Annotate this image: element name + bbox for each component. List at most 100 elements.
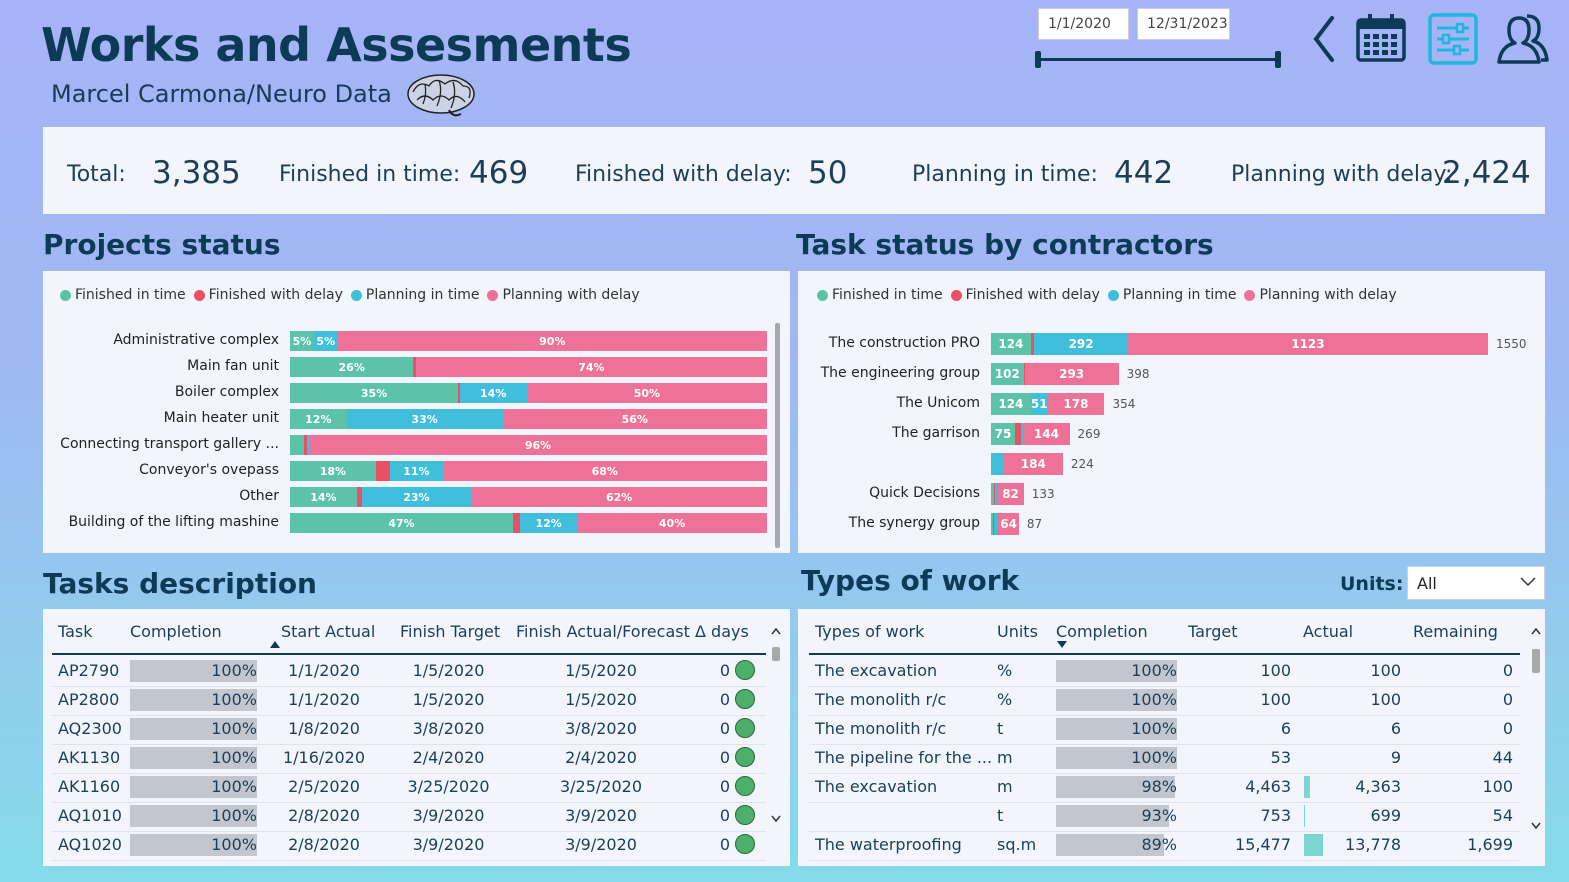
legend-finished-with-delay[interactable]: Finished with delay (951, 287, 1100, 303)
bar-segment-finished-in-time[interactable]: 18% (290, 461, 376, 481)
legend-planning-with-delay[interactable]: Planning with delay (1244, 287, 1396, 303)
date-start-input[interactable]: 1/1/2020 (1038, 8, 1129, 40)
scroll-up-icon[interactable] (771, 627, 781, 635)
bar-segment-finished-with-delay[interactable] (376, 461, 390, 481)
bar-segment-finished-in-time[interactable] (290, 435, 304, 455)
filter-settings-icon[interactable] (1427, 12, 1479, 66)
bar-segment-planning-with-delay[interactable]: 1123 (1128, 333, 1488, 355)
back-icon[interactable] (1310, 14, 1336, 64)
tasks-scrollbar[interactable] (772, 647, 780, 661)
actual-value: 6 (1303, 719, 1401, 738)
delta-days: 0 (693, 806, 730, 825)
bar-segment-planning-in-time[interactable]: 5% (314, 331, 338, 351)
legend-finished-in-time[interactable]: Finished in time (60, 287, 186, 303)
legend-planning-with-delay[interactable]: Planning with delay (487, 287, 639, 303)
bar-segment-finished-in-time[interactable]: 12% (290, 409, 347, 429)
col-units[interactable]: Units (997, 622, 1038, 641)
legend-finished-with-delay[interactable]: Finished with delay (194, 287, 343, 303)
bar-segment-finished-in-time[interactable]: 26% (290, 357, 413, 377)
legend-planning-in-time[interactable]: Planning in time (351, 287, 480, 303)
bar-segment-planning-with-delay[interactable]: 90% (338, 331, 767, 351)
legend-planning-in-time[interactable]: Planning in time (1108, 287, 1237, 303)
work-type: The monolith r/c (815, 690, 946, 709)
bar-category-label: Main heater unit (164, 410, 279, 426)
task-id: AK1130 (58, 748, 120, 767)
bar-segment-planning-with-delay[interactable]: 62% (471, 487, 767, 507)
work-scrollbar[interactable] (1532, 649, 1540, 673)
kpi-finished-with-delay-value: 50 (808, 155, 847, 191)
bar-segment-planning-with-delay[interactable]: 82 (997, 483, 1023, 505)
bar-segment-planning-in-time[interactable]: 12% (520, 513, 577, 533)
bar-segment-planning-in-time[interactable]: 292 (1034, 333, 1128, 355)
col-completion[interactable]: Completion (130, 622, 222, 641)
completion-value: 100% (1056, 661, 1177, 680)
remaining-value: 100 (1413, 777, 1513, 796)
bar-segment-planning-in-time[interactable]: 23% (362, 487, 472, 507)
bar-segment-finished-in-time[interactable]: 47% (290, 513, 513, 533)
target-value: 53 (1188, 748, 1291, 767)
legend-finished-in-time[interactable]: Finished in time (817, 287, 943, 303)
col-work-completion[interactable]: Completion (1056, 622, 1148, 641)
bar-segment-finished-in-time[interactable]: 5% (290, 331, 314, 351)
units-dropdown[interactable]: All (1407, 566, 1545, 600)
projects-scrollbar[interactable] (775, 323, 780, 548)
col-finish-target[interactable]: Finish Target (400, 622, 500, 641)
bar-segment-planning-with-delay[interactable]: 64 (998, 513, 1019, 535)
col-remaining[interactable]: Remaining (1413, 622, 1498, 641)
bar-total-label: 398 (1127, 367, 1150, 381)
status-indicator (735, 776, 755, 796)
remaining-value: 0 (1413, 661, 1513, 680)
calendar-icon[interactable] (1355, 12, 1407, 64)
col-types-of-work[interactable]: Types of work (815, 622, 924, 641)
bar-segment-finished-in-time[interactable]: 14% (290, 487, 357, 507)
bar-segment-planning-with-delay[interactable]: 50% (527, 383, 767, 403)
bar-segment-planning-in-time[interactable]: 11% (390, 461, 442, 481)
date-slider-start-handle[interactable] (1035, 51, 1041, 68)
bar-segment-planning-with-delay[interactable]: 68% (443, 461, 767, 481)
bar-segment-planning-with-delay[interactable]: 184 (1004, 453, 1063, 475)
bar-segment-finished-in-time[interactable]: 102 (991, 363, 1024, 385)
bar-segment-planning-in-time[interactable] (991, 453, 1004, 475)
status-indicator (735, 718, 755, 738)
col-task[interactable]: Task (58, 622, 93, 641)
finish-actual: 1/5/2020 (521, 690, 681, 709)
bar-segment-planning-in-time[interactable]: 33% (347, 409, 503, 429)
bar-segment-planning-with-delay[interactable]: 96% (309, 435, 767, 455)
bar-segment-planning-in-time[interactable]: 14% (460, 383, 527, 403)
date-slider-end-handle[interactable] (1275, 51, 1281, 68)
completion-value: 100% (130, 690, 257, 709)
scroll-down-icon[interactable] (771, 815, 781, 823)
contractors-title: Task status by contractors (796, 228, 1214, 261)
bar-segment-finished-with-delay[interactable] (513, 513, 520, 533)
bar-segment-finished-in-time[interactable]: 75 (991, 423, 1015, 445)
bar-segment-finished-in-time[interactable]: 35% (290, 383, 458, 403)
col-finish-actual[interactable]: Finish Actual/Forecast (516, 622, 690, 641)
actual-value: 699 (1303, 806, 1401, 825)
bar-segment-planning-with-delay[interactable]: 293 (1025, 363, 1119, 385)
finish-target: 3/8/2020 (386, 719, 511, 738)
target-value: 15,477 (1188, 835, 1291, 854)
bar-segment-planning-with-delay[interactable]: 74% (416, 357, 767, 377)
bar-segment-planning-with-delay[interactable]: 178 (1047, 393, 1104, 415)
scroll-down-icon[interactable] (1531, 822, 1541, 830)
date-slider-track[interactable] (1038, 58, 1278, 61)
col-delta-days[interactable]: Δ days (695, 622, 749, 641)
bar-segment-planning-with-delay[interactable]: 56% (503, 409, 767, 429)
users-icon[interactable] (1495, 12, 1551, 66)
bar-segment-planning-in-time[interactable]: 51 (1031, 393, 1047, 415)
target-value: 100 (1188, 690, 1291, 709)
date-end-input[interactable]: 12/31/2023 (1137, 8, 1230, 40)
col-actual[interactable]: Actual (1303, 622, 1353, 641)
col-target[interactable]: Target (1188, 622, 1238, 641)
bar-segment-finished-in-time[interactable]: 124 (991, 333, 1031, 355)
status-indicator (735, 747, 755, 767)
bar-category-label: Administrative complex (113, 332, 279, 348)
bar-segment-planning-with-delay[interactable]: 40% (577, 513, 767, 533)
bar-segment-finished-in-time[interactable]: 124 (991, 393, 1031, 415)
completion-value: 93% (1056, 806, 1177, 825)
scroll-up-icon[interactable] (1531, 627, 1541, 635)
col-start-actual[interactable]: Start Actual (281, 622, 375, 641)
bar-segment-planning-with-delay[interactable]: 144 (1023, 423, 1069, 445)
work-units: % (997, 661, 1012, 680)
start-actual: 1/8/2020 (269, 719, 379, 738)
